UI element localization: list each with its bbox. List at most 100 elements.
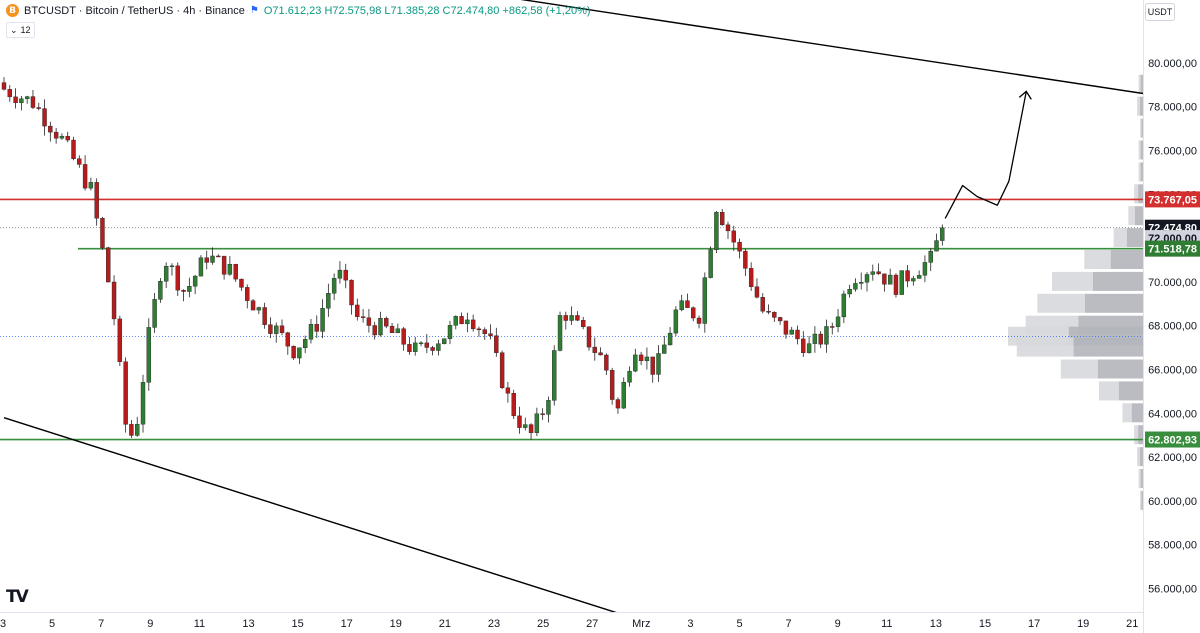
ohlc-values: O71.612,23 H72.575,98 L71.385,28 C72.474…	[264, 5, 591, 17]
volume-bar-buy	[1118, 381, 1143, 401]
time-tick-label: 9	[147, 618, 153, 630]
time-tick-label: 3	[0, 618, 6, 630]
candle	[308, 319, 314, 344]
currency-button[interactable]: USDT	[1145, 3, 1175, 21]
candle-body	[221, 255, 227, 275]
candle	[19, 96, 24, 111]
candle	[841, 290, 847, 324]
candle	[250, 299, 256, 311]
symbol-title[interactable]: BTCUSDT · Bitcoin / TetherUS · 4h · Bina…	[24, 4, 245, 17]
high-value: H72.575,98	[324, 4, 382, 17]
candle-body	[30, 96, 36, 108]
candle	[418, 341, 424, 347]
price-label-box	[1145, 431, 1200, 448]
candle	[893, 273, 899, 298]
candle	[297, 347, 302, 364]
flag-icon[interactable]: ⚑	[249, 5, 259, 16]
candle-body	[916, 275, 922, 279]
price-tick-label: 58.000,00	[1148, 540, 1197, 552]
candle	[552, 345, 557, 406]
candle	[239, 278, 244, 291]
candle-body	[922, 262, 928, 276]
volume-bar-buy	[1138, 184, 1143, 204]
indicator-toggle[interactable]: ⌄ 12	[6, 22, 35, 38]
candle	[563, 311, 569, 330]
candle	[274, 322, 279, 343]
candle	[65, 131, 70, 143]
candle	[922, 255, 928, 283]
candle-body	[830, 326, 835, 328]
candle-body	[372, 325, 377, 336]
time-tick-label: 11	[881, 618, 892, 630]
candle-body	[627, 370, 632, 383]
candle-body	[459, 316, 464, 325]
candle-body	[806, 343, 812, 353]
candle-body	[117, 318, 123, 362]
candle	[355, 298, 360, 321]
candle	[656, 345, 661, 382]
price-tick-label: 68.000,00	[1148, 321, 1197, 333]
candle-body	[441, 338, 447, 344]
candle-body	[667, 332, 673, 346]
candle	[754, 278, 760, 299]
volume-bar-sell	[1016, 337, 1074, 357]
candle-body	[447, 325, 453, 339]
candle-body	[401, 328, 406, 345]
time-axis[interactable]: 3 5 7 9 11 13 15 17 19 21 23 25 27 Mrz 3 5 7 9 11 13 15 17 19 2…	[0, 612, 1143, 633]
volume-bar-buy	[1140, 469, 1143, 488]
candle-body	[308, 324, 314, 340]
time-tick-label: 21	[439, 618, 451, 630]
candle	[818, 331, 823, 348]
candle	[934, 233, 939, 252]
volume-bar-buy	[1139, 96, 1143, 116]
candle	[216, 254, 221, 258]
candle-body	[552, 350, 557, 401]
candle	[940, 224, 945, 246]
price-tick-label: 62.000,00	[1148, 452, 1197, 464]
candle	[13, 88, 18, 109]
candle-body	[42, 108, 47, 127]
candle	[737, 238, 742, 259]
candle-body	[940, 227, 945, 241]
candlesticks	[1, 77, 945, 440]
candle	[876, 263, 881, 275]
candle-body	[685, 300, 690, 308]
candle	[42, 99, 47, 136]
price-axis[interactable]: 56.000,00 58.000,00 60.000,00 62.000,00 64.0…	[1143, 0, 1200, 633]
candle-body	[696, 317, 702, 324]
trendlines	[3, 0, 1159, 620]
volume-bar-sell	[1134, 184, 1139, 204]
candle-body	[662, 344, 667, 354]
time-tick-label: 27	[586, 618, 598, 630]
candle	[152, 293, 157, 333]
candle	[534, 407, 540, 437]
candle-body	[691, 307, 696, 319]
candle-body	[326, 293, 331, 309]
candle-body	[598, 352, 603, 356]
time-tick-label: 15	[291, 618, 303, 630]
candle-body	[893, 274, 899, 295]
candle-body	[59, 135, 65, 139]
candle-body	[19, 98, 24, 103]
price-tick-label: 60.000,00	[1148, 496, 1197, 508]
candle-body	[633, 354, 638, 372]
candle-body	[48, 125, 53, 133]
candle-body	[320, 308, 325, 332]
candle	[569, 306, 574, 325]
candle-body	[430, 347, 435, 351]
candle	[192, 274, 198, 295]
candle-body	[569, 315, 574, 321]
candle-body	[702, 277, 708, 324]
candle	[777, 316, 783, 325]
candle-body	[106, 247, 111, 283]
candle	[407, 337, 412, 355]
candle	[581, 316, 586, 330]
candle	[476, 326, 482, 337]
candle-body	[71, 139, 76, 159]
candle-body	[488, 333, 493, 336]
volume-bar-buy	[1084, 293, 1143, 313]
volume-bar-buy	[1126, 228, 1143, 248]
candle-body	[818, 333, 823, 345]
candle	[384, 316, 389, 329]
